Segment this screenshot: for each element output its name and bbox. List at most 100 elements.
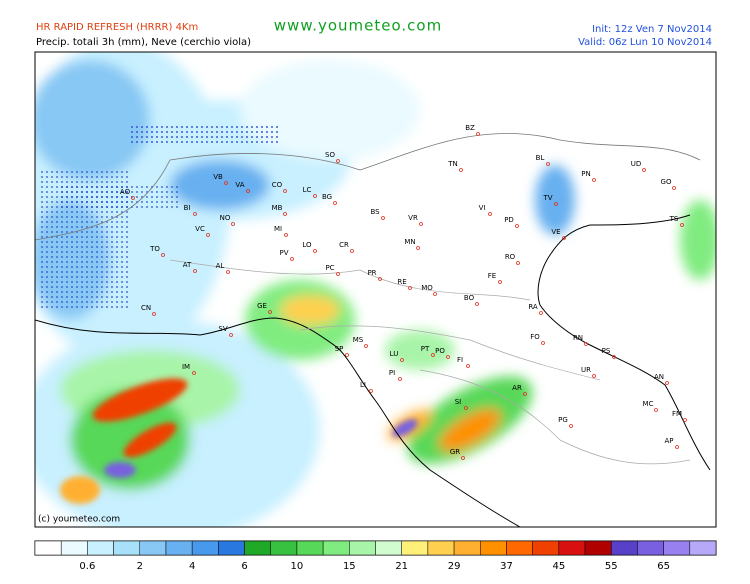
product-title: Precip. totali 3h (mm), Neve (cerchio vi… (36, 37, 251, 48)
city-label: NO (220, 214, 231, 222)
legend-swatch (34, 540, 62, 556)
city-label: PI (389, 369, 395, 377)
city-dot (398, 377, 402, 381)
city-dot (369, 389, 373, 393)
city-dot (433, 292, 437, 296)
city-label: LC (303, 186, 312, 194)
city-dot (283, 189, 287, 193)
border (35, 133, 701, 241)
city-label: RA (528, 303, 538, 311)
legend-swatch (165, 540, 193, 556)
legend-swatch (637, 540, 664, 556)
city-dot (283, 212, 287, 216)
city-label: MS (353, 336, 364, 344)
city-label: BL (536, 154, 545, 162)
city-label: BZ (465, 124, 475, 132)
city-dot (224, 181, 228, 185)
city-dot (592, 178, 596, 182)
coastline-west (35, 317, 521, 527)
city-label: AT (183, 261, 192, 269)
city-label: PD (504, 216, 514, 224)
legend-swatch (480, 540, 507, 556)
city-dot (231, 222, 235, 226)
city-label: MC (643, 400, 654, 408)
city-dot (680, 223, 684, 227)
legend-swatch (322, 540, 350, 556)
legend-swatch (453, 540, 481, 556)
city-label: RO (505, 253, 516, 261)
city-dot (131, 196, 135, 200)
city-label: PV (279, 249, 288, 257)
city-dot (192, 371, 196, 375)
city-label: MI (274, 225, 282, 233)
city-dot (336, 159, 340, 163)
city-label: RE (397, 278, 406, 286)
legend-swatch (60, 540, 88, 556)
legend-label: 29 (448, 561, 461, 572)
city-dot (193, 269, 197, 273)
city-label: BO (464, 294, 475, 302)
legend-swatch (506, 540, 533, 556)
legend-swatch (689, 540, 717, 556)
city-label: VB (213, 173, 223, 181)
city-label: UD (631, 160, 642, 168)
city-label: VI (479, 204, 486, 212)
legend-label: 21 (395, 561, 408, 572)
city-label: BG (322, 193, 332, 201)
city-dot (466, 364, 470, 368)
city-label: CR (339, 241, 349, 249)
coastline-east (537, 214, 711, 471)
city-label: SO (325, 151, 335, 159)
city-dot (569, 424, 573, 428)
city-label: LI (360, 381, 366, 389)
city-label: PS (602, 347, 611, 355)
city-label: AP (664, 437, 673, 445)
city-dot (350, 249, 354, 253)
legend-label: 45 (552, 561, 565, 572)
city-dot (459, 168, 463, 172)
city-dot (419, 222, 423, 226)
legend-swatch (532, 540, 560, 556)
city-dot (475, 302, 479, 306)
city-label: VE (551, 228, 560, 236)
legend-label: 55 (605, 561, 618, 572)
legend-swatch (427, 540, 455, 556)
city-label: PG (558, 416, 568, 424)
city-dot (612, 355, 616, 359)
city-label: TV (542, 194, 552, 202)
city-label: FI (457, 356, 463, 364)
map-frame (34, 51, 717, 528)
city-label: FE (488, 272, 496, 280)
city-dot (476, 132, 480, 136)
city-label: PR (367, 269, 376, 277)
legend-label: 2 (137, 561, 143, 572)
city-dot (246, 189, 250, 193)
city-label: PN (581, 170, 590, 178)
city-label: MB (272, 204, 283, 212)
city-dot (378, 277, 382, 281)
city-dot (345, 353, 349, 357)
city-label: SV (218, 325, 227, 333)
city-dot (683, 418, 687, 422)
legend-swatch (610, 540, 638, 556)
city-label: FO (530, 333, 540, 341)
city-label: TN (447, 160, 458, 168)
city-label: SI (455, 398, 462, 406)
city-dot (416, 246, 420, 250)
city-dot (400, 358, 404, 362)
city-dot (546, 162, 550, 166)
city-label: PC (325, 264, 334, 272)
city-label: BS (370, 208, 380, 216)
city-label: VC (195, 225, 205, 233)
legend-label: 4 (189, 561, 195, 572)
legend-label: 0.6 (79, 561, 95, 572)
city-label: RN (573, 334, 583, 342)
city-dot (229, 333, 233, 337)
valid-time: Valid: 06z Lun 10 Nov2014 (578, 37, 712, 48)
city-dot (592, 374, 596, 378)
city-label: AN (654, 373, 664, 381)
copyright: (c) youmeteo.com (38, 515, 120, 525)
city-label: MO (421, 284, 433, 292)
map-area (35, 52, 716, 527)
